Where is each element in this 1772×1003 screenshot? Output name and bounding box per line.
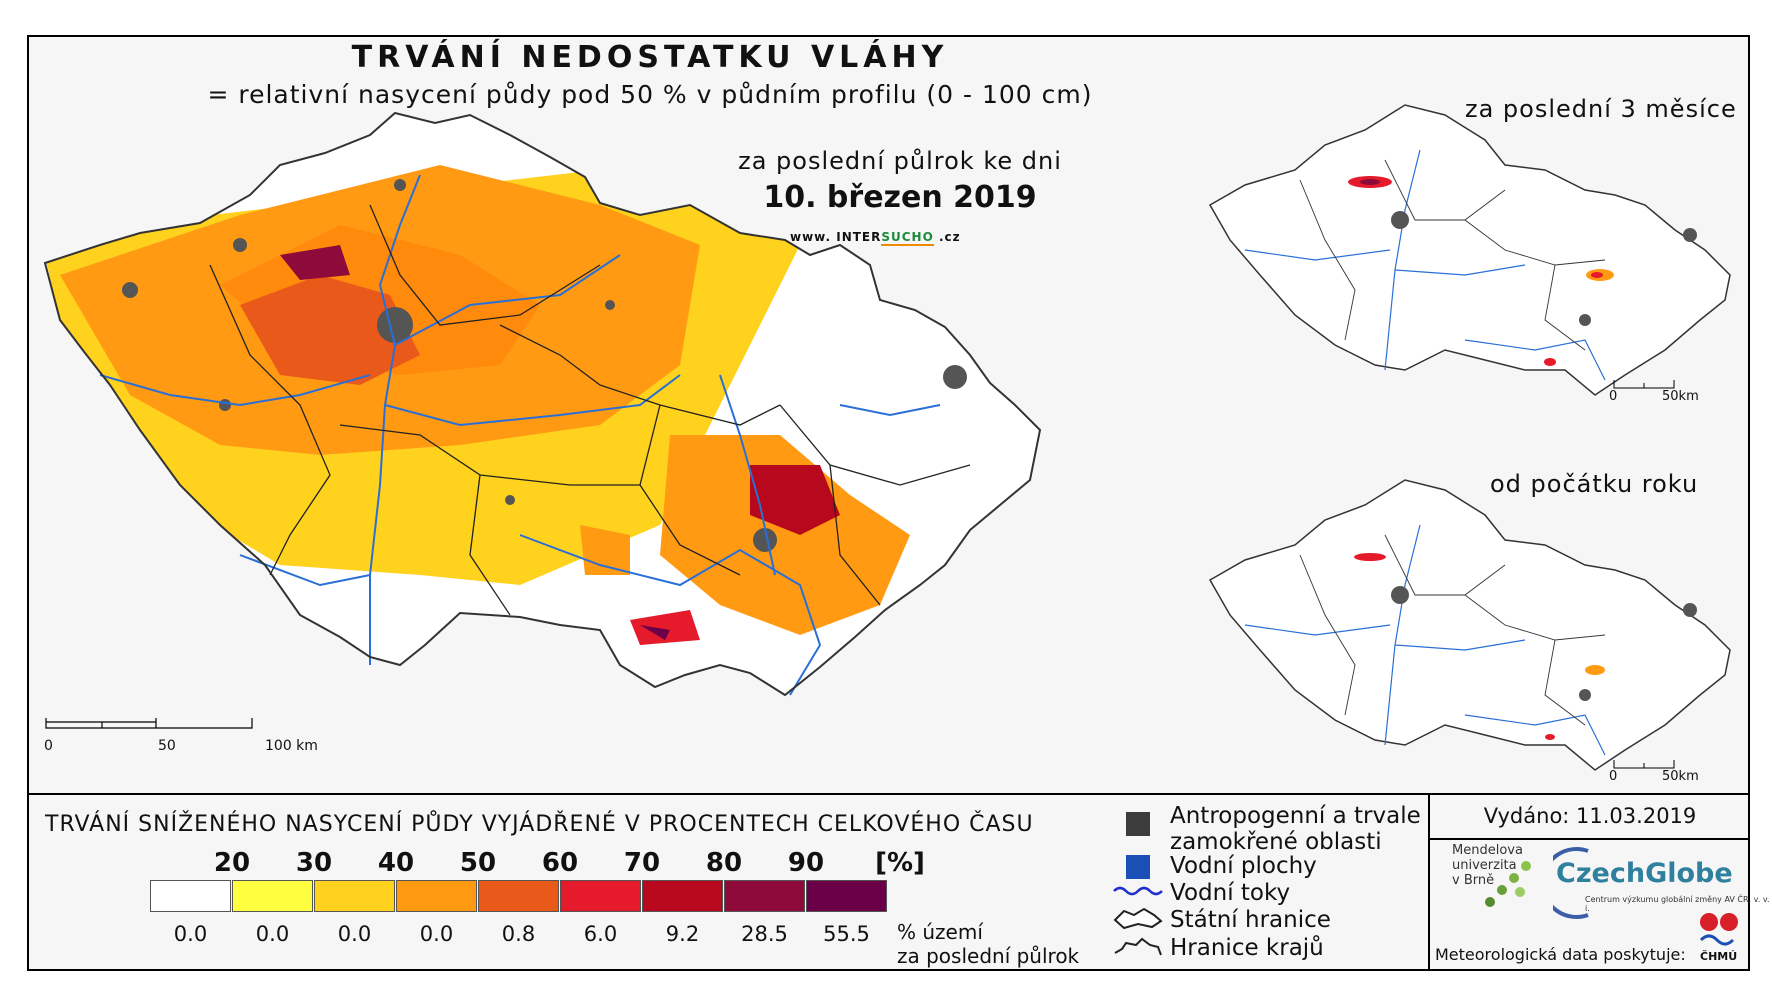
legend-panel xyxy=(27,793,1750,973)
region-borders xyxy=(209,204,971,616)
date-label: 10. březen 2019 xyxy=(763,180,1037,215)
czechglobe-subtitle: Centrum výzkumu globální změny AV ČR, v.… xyxy=(1585,895,1770,913)
legend-swatch xyxy=(806,880,887,912)
legend-share: 0.0 xyxy=(173,922,208,946)
legend-share: 0.0 xyxy=(337,922,372,946)
share-note: % území za poslední půlrok xyxy=(897,920,1079,968)
main-scale-100: 100 km xyxy=(265,738,318,754)
class-label: 30 xyxy=(295,848,333,878)
class-label: 40 xyxy=(377,848,415,878)
anthropogenic-label-1: Antropogenní a trvale xyxy=(1170,803,1421,829)
issued-date: Vydáno: 11.03.2019 xyxy=(1483,804,1697,828)
mendel-line-2: univerzita xyxy=(1452,858,1517,873)
class-label: 50 xyxy=(459,848,497,878)
legend-share: 0.0 xyxy=(419,922,454,946)
main-map xyxy=(43,111,1042,697)
legend-share: 55.5 xyxy=(823,922,870,946)
chmu-logo-icon xyxy=(1699,913,1738,946)
legend-share: 0.0 xyxy=(255,922,290,946)
mendel-line-3: v Brně xyxy=(1452,873,1495,888)
legend-swatch xyxy=(314,880,395,912)
water-courses-label: Vodní toky xyxy=(1170,880,1291,906)
data-credit: Meteorologická data poskytuje: xyxy=(1435,945,1686,964)
legend-share: 9.2 xyxy=(665,922,700,946)
urban-areas xyxy=(122,179,967,552)
rivers xyxy=(99,174,941,696)
czechglobe-logo-icon xyxy=(1553,847,1589,919)
main-scale-bar xyxy=(45,718,253,729)
chmu-logo-text: ČHMÚ xyxy=(1700,950,1738,963)
inset2-scale-bar xyxy=(1613,760,1675,769)
anthropogenic-label: Antropogenní a trvale zamokřené oblasti xyxy=(1170,803,1421,855)
legend-swatch xyxy=(478,880,559,912)
class-label: 70 xyxy=(623,848,661,878)
share-note-line2: za poslední půlrok xyxy=(897,944,1080,968)
water-body-symbol xyxy=(1126,855,1150,879)
inset-map-year xyxy=(1208,479,1731,771)
legend-share: 0.8 xyxy=(501,922,536,946)
mendel-logo-icon xyxy=(1485,861,1531,907)
legend-title: TRVÁNÍ SNÍŽENÉHO NASYCENÍ PŮDY VYJÁDŘENÉ… xyxy=(45,812,1034,837)
inset-label-year: od počátku roku xyxy=(1490,470,1699,498)
web-suffix: .cz xyxy=(933,230,961,244)
mendel-line-1: Mendelova xyxy=(1452,843,1523,858)
class-label: 90 xyxy=(787,848,825,878)
legend-swatch xyxy=(642,880,723,912)
czechglobe-logo-text: CzechGlobe xyxy=(1556,858,1733,889)
web-prefix: www. INTER xyxy=(790,230,882,244)
legend-swatch xyxy=(724,880,805,912)
state-border-symbol xyxy=(1113,907,1163,930)
class-label: 60 xyxy=(541,848,579,878)
legend-share: 6.0 xyxy=(583,922,618,946)
inset1-scale-bar xyxy=(1613,380,1675,389)
main-scale-0: 0 xyxy=(44,738,53,754)
period-label: za poslední půlrok ke dni xyxy=(738,147,1062,175)
inset-label-3months: za poslední 3 měsíce xyxy=(1465,95,1737,123)
inset2-scale-start: 0 xyxy=(1609,769,1618,784)
map-title: TRVÁNÍ NEDOSTATKU VLÁHY xyxy=(351,40,949,75)
inset1-scale-end: 50km xyxy=(1662,389,1699,404)
class-label: [%] xyxy=(875,848,925,878)
legend-swatch xyxy=(560,880,641,912)
legend-swatch xyxy=(396,880,477,912)
anthropogenic-symbol xyxy=(1126,812,1150,836)
inset2-scale-end: 50km xyxy=(1662,769,1699,784)
map-subtitle: = relativní nasycení půdy pod 50 % v půd… xyxy=(207,80,1093,109)
info-divider xyxy=(1428,838,1750,840)
state-border-label: Státní hranice xyxy=(1170,907,1331,933)
mendel-logo-text: Mendelova univerzita v Brně xyxy=(1452,843,1523,888)
anthropogenic-label-2: zamokřené oblasti xyxy=(1170,829,1382,855)
class-label: 80 xyxy=(705,848,743,878)
main-scale-50: 50 xyxy=(158,738,176,754)
share-note-line1: % území xyxy=(897,920,983,944)
region-border-symbol xyxy=(1114,937,1162,956)
legend-swatch xyxy=(232,880,313,912)
legend-divider xyxy=(1428,793,1430,971)
legend-swatch xyxy=(150,880,231,912)
website-link[interactable]: www. INTERSUCHO .cz xyxy=(790,230,961,246)
water-course-symbol xyxy=(1113,886,1163,896)
web-accent: SUCHO xyxy=(881,230,934,246)
water-bodies-label: Vodní plochy xyxy=(1170,853,1317,879)
class-label: 20 xyxy=(213,848,251,878)
legend-share: 28.5 xyxy=(741,922,788,946)
inset1-scale-start: 0 xyxy=(1609,389,1618,404)
region-border-label: Hranice krajů xyxy=(1170,935,1324,961)
inset-map-3months xyxy=(1208,104,1731,396)
state-border xyxy=(43,111,1042,697)
